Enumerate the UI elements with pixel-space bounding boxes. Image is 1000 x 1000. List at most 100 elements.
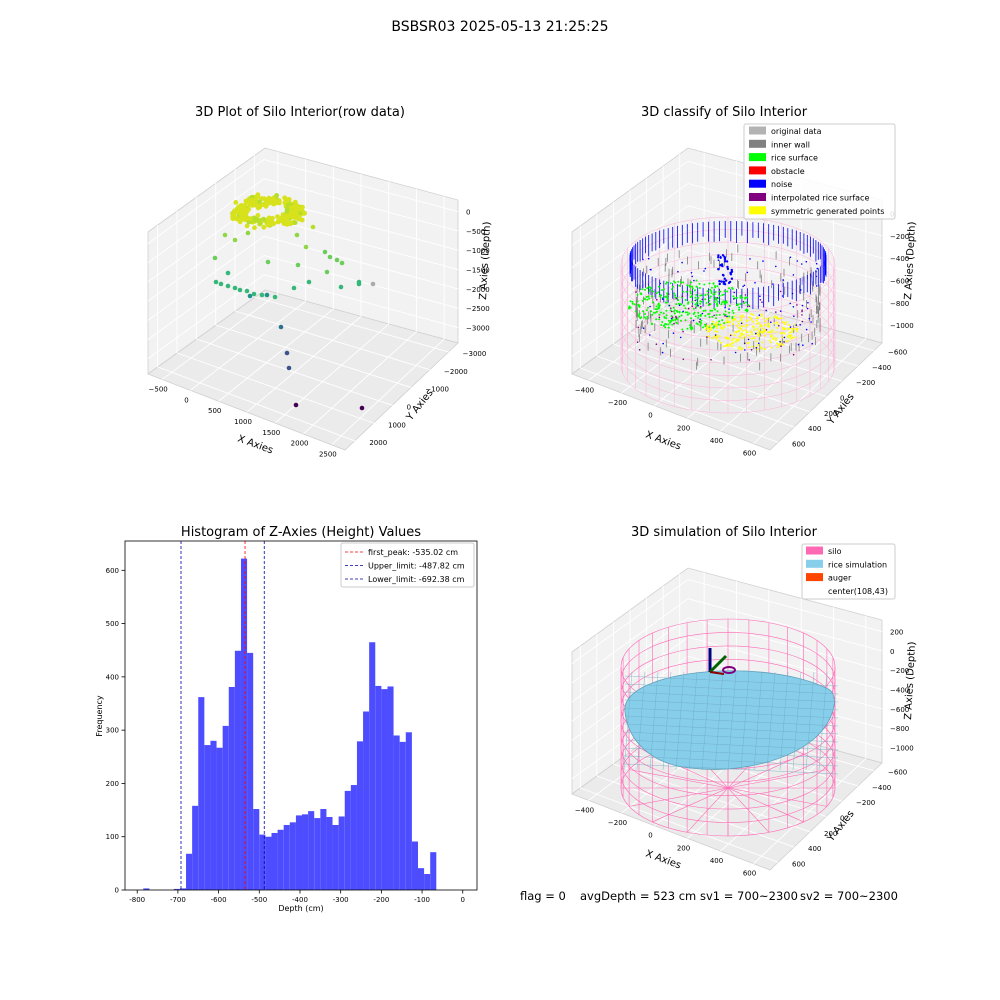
rice-surface-point xyxy=(722,313,725,316)
z-tick-label: −3000 xyxy=(466,325,490,333)
rice-surface-point xyxy=(689,326,692,329)
legend-label: obstacle xyxy=(771,167,805,176)
legend-label: interpolated rice surface xyxy=(771,194,869,203)
z-tick-label: −400 xyxy=(890,687,909,695)
rice-surface-point xyxy=(696,301,698,304)
y-tick-label: 0 xyxy=(840,815,844,823)
symmetric-point xyxy=(725,321,727,324)
obstacle-point xyxy=(717,268,720,271)
noise-point xyxy=(811,342,813,345)
raw-point xyxy=(281,213,287,218)
rice-surface-point xyxy=(675,322,678,325)
symmetric-point xyxy=(712,320,715,323)
symmetric-point xyxy=(737,347,740,350)
symmetric-point xyxy=(796,328,799,330)
noise-point xyxy=(781,295,784,297)
raw-point xyxy=(293,215,299,221)
symmetric-point xyxy=(756,327,759,330)
z-tick-label: −600 xyxy=(890,706,909,714)
rice-surface-point xyxy=(739,303,742,305)
histogram-ticks: -800 -700 -600 -500 -400 -300 -200 -100 0 0 100 200… xyxy=(106,567,465,904)
interpolated-point xyxy=(635,291,637,293)
legend-swatch xyxy=(749,179,766,188)
noise-point xyxy=(758,342,760,345)
noise-point xyxy=(642,327,645,330)
noise-point xyxy=(662,342,664,345)
raw-point xyxy=(268,196,274,202)
rice-surface-point xyxy=(661,321,664,323)
raw-point xyxy=(218,281,224,287)
noise-point xyxy=(789,326,792,328)
symmetric-point xyxy=(732,337,735,340)
obstacle-point xyxy=(723,280,726,284)
noise-point xyxy=(668,304,671,307)
symmetric-point xyxy=(766,331,769,334)
symmetric-point xyxy=(716,330,719,333)
z-tick-label: 200 xyxy=(890,629,903,637)
histogram-bar xyxy=(253,809,260,890)
rice-surface-point xyxy=(691,287,694,290)
rice-surface-point xyxy=(639,317,642,320)
z-tick-label: −400 xyxy=(890,255,909,263)
y-tick-label: 400 xyxy=(808,425,821,433)
rice-surface-point xyxy=(654,311,657,314)
interpolated-point xyxy=(779,290,782,293)
x-tick-label: 0 xyxy=(648,832,652,840)
rice-surface-point xyxy=(704,323,707,326)
symmetric-point xyxy=(781,336,784,339)
raw-point xyxy=(359,405,365,411)
symmetric-point xyxy=(776,342,779,345)
noise-point xyxy=(805,260,808,263)
footer-avg-depth: avgDepth = 523 cm xyxy=(580,889,696,903)
raw-point xyxy=(230,212,236,218)
rice-surface-point xyxy=(644,288,646,291)
symmetric-point xyxy=(722,326,725,329)
rice-surface-point xyxy=(690,317,692,320)
interpolated-point xyxy=(706,336,708,338)
symmetric-point xyxy=(785,321,788,324)
rice-surface-point xyxy=(689,290,692,293)
rice-surface-point xyxy=(661,296,664,299)
symmetric-point xyxy=(759,346,762,349)
histogram-bar xyxy=(375,685,382,890)
raw-point xyxy=(310,224,316,230)
simulation-legend: silo rice simulation auger center(108,43) xyxy=(801,543,896,600)
symmetric-point xyxy=(780,317,783,320)
interpolated-point xyxy=(701,298,704,301)
panel-classify-title: 3D classify of Silo Interior xyxy=(641,105,808,120)
symmetric-point xyxy=(763,330,766,333)
symmetric-point xyxy=(777,323,780,326)
raw-point xyxy=(272,198,278,204)
raw-point xyxy=(244,208,250,214)
noise-point xyxy=(704,267,707,270)
raw-point xyxy=(213,279,219,285)
rice-surface-point xyxy=(706,293,709,296)
noise-point xyxy=(649,334,651,336)
symmetric-point xyxy=(744,329,747,332)
interpolated-point xyxy=(748,359,750,361)
rice-surface-point xyxy=(690,328,693,331)
rice-mesh-line xyxy=(624,747,839,759)
symmetric-point xyxy=(767,325,770,328)
raw-point xyxy=(284,207,290,212)
interpolated-point xyxy=(700,305,702,308)
noise-point xyxy=(801,304,804,307)
rice-surface-point xyxy=(716,285,719,288)
symmetric-point xyxy=(755,322,758,325)
legend-swatch xyxy=(749,193,766,201)
rice-surface-point xyxy=(646,315,649,318)
noise-point xyxy=(816,267,819,270)
rice-surface-point xyxy=(739,296,742,299)
symmetric-point xyxy=(776,346,779,349)
histogram-bar xyxy=(283,825,290,890)
noise-point xyxy=(714,334,717,336)
raw-point xyxy=(261,196,267,202)
raw-point xyxy=(251,291,257,297)
raw-point xyxy=(240,215,246,220)
rice-surface-point xyxy=(658,313,661,316)
rice-surface-point xyxy=(648,297,651,300)
histogram-bar xyxy=(424,874,431,890)
rice-mesh-line xyxy=(805,671,815,771)
noise-point xyxy=(800,289,802,291)
symmetric-point xyxy=(788,331,791,334)
